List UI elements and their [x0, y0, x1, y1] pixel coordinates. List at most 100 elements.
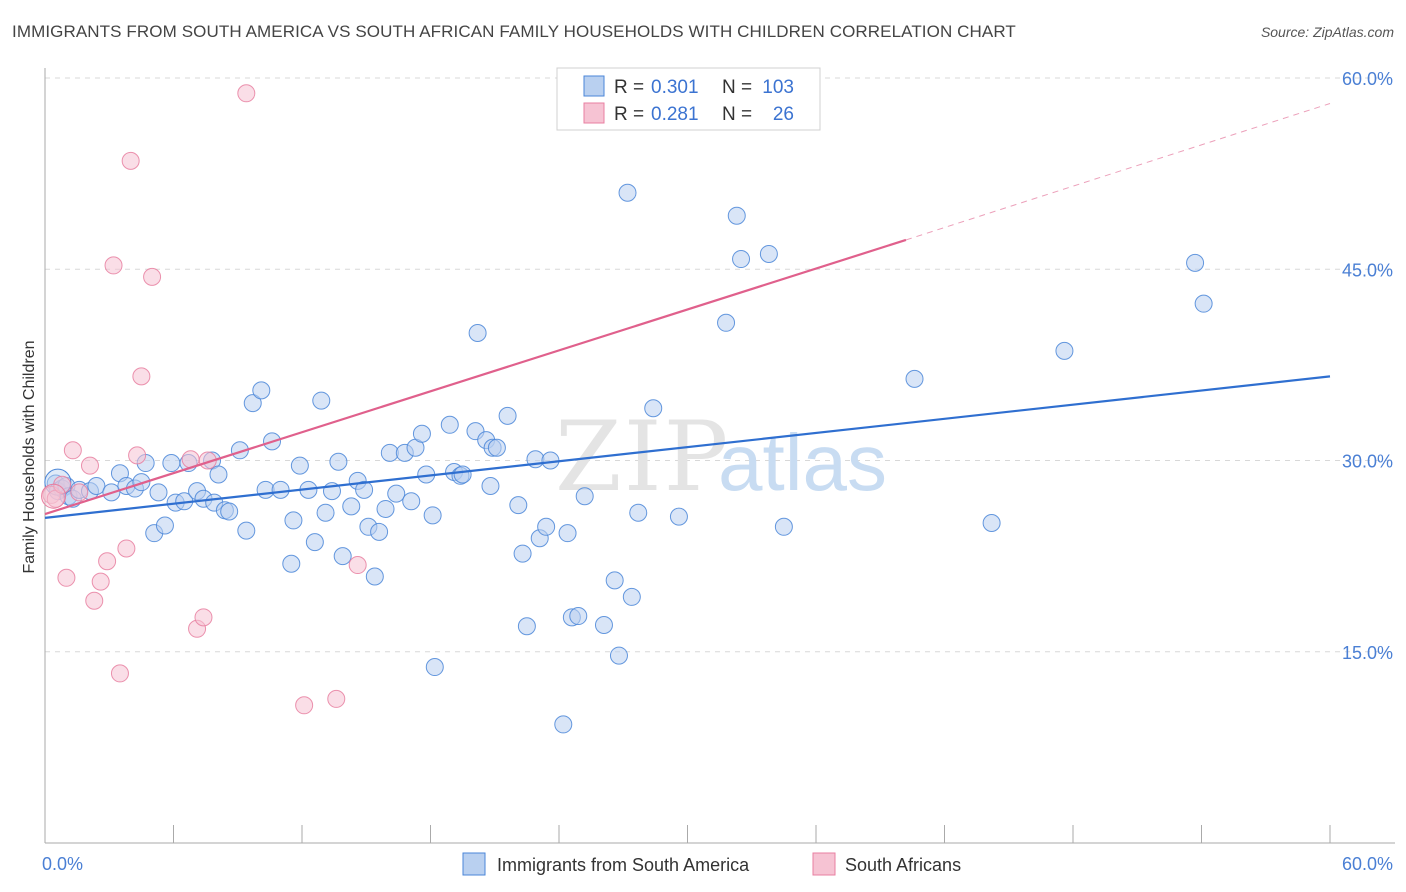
- data-point: [376, 499, 395, 518]
- data-point: [121, 151, 140, 170]
- y-axis-label: Family Households with Children: [21, 341, 38, 574]
- data-point: [412, 424, 431, 443]
- data-point: [290, 456, 309, 475]
- data-point: [237, 521, 256, 540]
- data-point: [348, 556, 367, 575]
- data-point: [155, 516, 174, 535]
- legend-r-value: 0.281: [651, 104, 699, 125]
- data-point: [380, 443, 399, 462]
- data-point: [513, 544, 532, 563]
- data-point: [618, 183, 637, 202]
- bottom-legend-label: Immigrants from South America: [497, 855, 750, 875]
- y-tick-label: 15.0%: [1342, 643, 1393, 663]
- data-point: [402, 492, 421, 511]
- data-point: [70, 483, 89, 502]
- data-point: [256, 480, 275, 499]
- data-point: [143, 267, 162, 286]
- data-point: [85, 591, 104, 610]
- data-point: [342, 497, 361, 516]
- data-point: [387, 484, 406, 503]
- data-point: [117, 539, 136, 558]
- data-point: [669, 507, 688, 526]
- data-point: [63, 441, 82, 460]
- y-tick-label: 60.0%: [1342, 69, 1393, 89]
- data-point: [370, 522, 389, 541]
- data-point: [537, 517, 556, 536]
- data-point: [717, 313, 736, 332]
- data-point: [594, 615, 613, 634]
- data-point: [1194, 294, 1213, 313]
- y-tick-label: 45.0%: [1342, 260, 1393, 280]
- legend-n-label: N =: [722, 77, 752, 98]
- data-point: [271, 480, 290, 499]
- data-point: [110, 664, 129, 683]
- chart-title: IMMIGRANTS FROM SOUTH AMERICA VS SOUTH A…: [12, 22, 1016, 41]
- data-point: [98, 552, 117, 571]
- data-point: [1186, 253, 1205, 272]
- data-point: [295, 696, 314, 715]
- data-point: [333, 547, 352, 566]
- data-point: [355, 480, 374, 499]
- axes: [44, 68, 1395, 844]
- data-point: [644, 399, 663, 418]
- data-point: [41, 483, 67, 509]
- data-point: [425, 658, 444, 677]
- data-point: [162, 454, 181, 473]
- data-point: [132, 367, 151, 386]
- data-point: [329, 452, 348, 471]
- trend-line-immigrants: [44, 375, 1331, 519]
- data-point: [87, 477, 106, 495]
- data-point: [128, 446, 147, 465]
- data-point: [149, 483, 168, 502]
- bottom-legend-swatch: [462, 852, 486, 876]
- trend-lines: [44, 103, 1331, 519]
- data-point: [558, 524, 577, 543]
- data-point: [237, 84, 256, 103]
- data-point: [305, 533, 324, 552]
- data-point: [727, 206, 746, 225]
- data-point: [487, 438, 506, 457]
- data-point: [498, 406, 517, 425]
- legend-swatch: [583, 75, 605, 97]
- data-point: [282, 554, 301, 573]
- legend-n-label: N =: [722, 104, 752, 125]
- data-point: [622, 587, 641, 606]
- data-point: [132, 473, 151, 492]
- data-point: [774, 517, 793, 536]
- data-point: [905, 369, 924, 388]
- legend-r-value: 0.301: [651, 77, 699, 98]
- data-point: [423, 506, 442, 525]
- legend-swatch: [583, 102, 605, 124]
- data-point: [243, 394, 262, 413]
- data-point: [312, 391, 331, 410]
- bottom-legend: Immigrants from South America South Afric…: [462, 852, 961, 876]
- data-point: [316, 503, 335, 522]
- data-point: [53, 475, 72, 494]
- data-point: [982, 513, 1001, 532]
- legend-r-label: R =: [614, 77, 644, 98]
- y-axis-label-group: Family Households with Children: [21, 341, 38, 574]
- legend-n-value: 103: [762, 77, 794, 98]
- data-point: [732, 250, 751, 269]
- legend-r-label: R =: [614, 104, 644, 125]
- data-point: [468, 324, 487, 342]
- data-point: [554, 715, 573, 734]
- data-point: [194, 608, 213, 627]
- data-point: [629, 503, 648, 522]
- data-point: [252, 381, 271, 400]
- data-point: [284, 511, 303, 530]
- data-point: [569, 607, 588, 626]
- x-tick-label-max: 60.0%: [1342, 854, 1393, 874]
- watermark-atlas: atlas: [718, 418, 887, 507]
- data-point: [209, 465, 228, 484]
- source-label: Source: ZipAtlas.com: [1260, 24, 1394, 40]
- trend-line-south-africans: [44, 238, 907, 516]
- watermark: ZIP atlas: [555, 401, 887, 513]
- gridlines: [45, 77, 1395, 653]
- data-point: [575, 487, 594, 506]
- data-point: [365, 567, 384, 586]
- data-point: [517, 617, 536, 636]
- data-point: [609, 646, 628, 665]
- bottom-legend-label: South Africans: [845, 855, 961, 875]
